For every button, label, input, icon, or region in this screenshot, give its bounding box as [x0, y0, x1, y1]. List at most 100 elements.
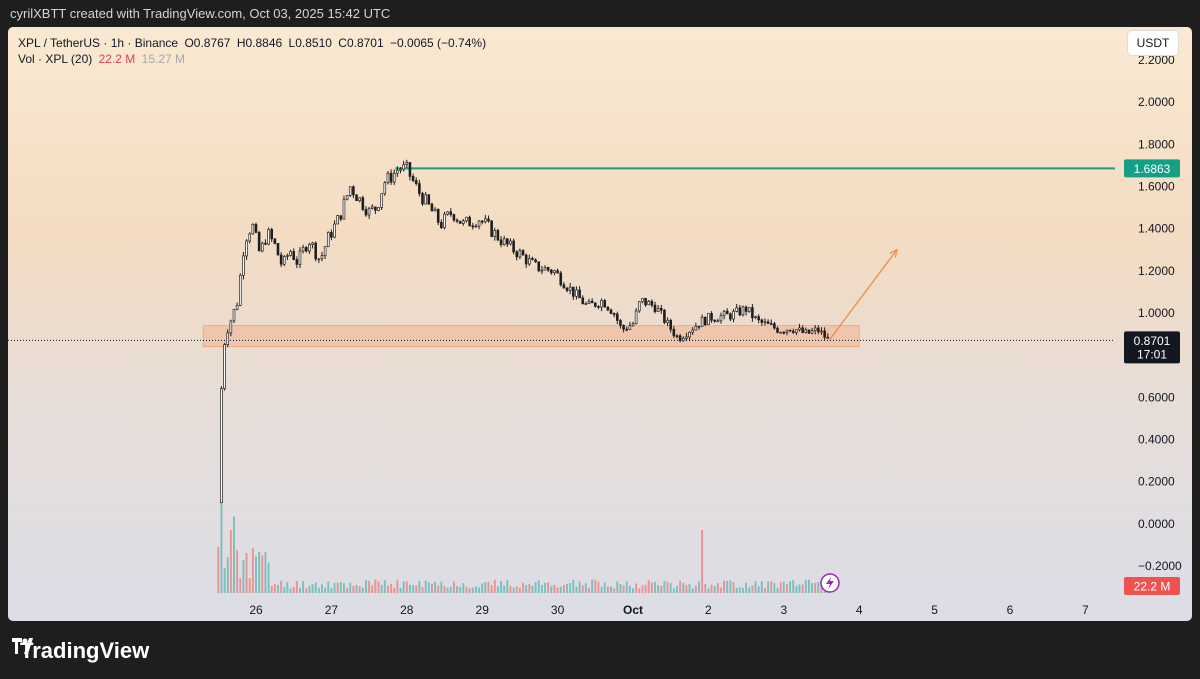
currency-unit-button[interactable]: USDT — [1128, 31, 1178, 55]
high-value: H0.8846 — [236, 36, 283, 50]
candle-body — [700, 316, 704, 327]
candle-body — [502, 238, 506, 245]
volume-label[interactable]: Vol · XPL (20) — [18, 52, 93, 66]
volume-bar — [610, 586, 612, 593]
candle-body — [754, 316, 757, 319]
chart-frame[interactable]: −0.20000.00000.20000.40000.60000.80001.0… — [8, 27, 1192, 621]
symbol-label[interactable]: XPL / TetherUS · 1h · Binance — [18, 36, 179, 50]
volume-bar — [452, 581, 455, 593]
candle-body — [408, 162, 412, 177]
x-tick-label: 30 — [551, 603, 565, 617]
volume-bar — [748, 587, 751, 593]
candle-body — [751, 307, 754, 319]
candle-body — [656, 307, 660, 313]
candle-body — [226, 332, 230, 345]
y-tick-label: 1.8000 — [1138, 137, 1175, 151]
volume-bar — [562, 584, 565, 593]
price-scale-area — [1115, 27, 1192, 621]
volume-bar — [295, 581, 298, 593]
volume-bar — [647, 580, 650, 593]
volume-bar — [286, 582, 289, 593]
volume-bar — [679, 580, 682, 593]
candle-body — [389, 172, 393, 183]
candle-body — [471, 225, 475, 228]
candle-body — [672, 328, 676, 337]
candle-body — [637, 301, 641, 312]
x-tick-label: 2 — [705, 603, 712, 617]
volume-bar — [603, 582, 606, 593]
candle-body — [795, 329, 798, 333]
candle-body — [622, 325, 625, 330]
candle-body — [458, 220, 462, 224]
volume-bar — [399, 587, 402, 593]
x-tick-label: 4 — [856, 603, 863, 617]
volume-ma-value: 15.27 M — [141, 52, 185, 66]
tradingview-logo[interactable]: TradingView — [12, 638, 149, 664]
price-chart[interactable]: −0.20000.00000.20000.40000.60000.80001.0… — [8, 27, 1192, 621]
volume-bar — [512, 587, 515, 593]
candle-body — [311, 242, 314, 245]
volume-bar — [553, 584, 556, 593]
candle-body — [304, 247, 308, 252]
candle-body — [678, 335, 682, 342]
candle-body — [801, 327, 804, 333]
candle-body — [738, 307, 742, 316]
candle-body — [323, 246, 327, 256]
volume-bar — [418, 580, 421, 593]
volume-bar — [264, 551, 267, 593]
volume-bar — [795, 585, 798, 593]
volume-bar — [767, 581, 770, 593]
candle-body — [279, 254, 283, 265]
candle-body — [634, 310, 638, 324]
volume-bar — [616, 581, 619, 593]
volume-bar — [321, 584, 323, 593]
volume-bar — [716, 583, 719, 593]
candle-body — [518, 250, 522, 258]
volume-bar — [311, 584, 314, 593]
candle-body — [480, 220, 484, 223]
candle-body — [421, 193, 424, 205]
volume-bar — [588, 588, 590, 593]
candle-body — [339, 215, 343, 220]
volume-bar — [371, 585, 374, 593]
volume-bar — [324, 587, 327, 593]
candle-body — [823, 330, 826, 338]
candle-body — [732, 310, 735, 320]
candle-body — [229, 320, 233, 334]
volume-bar — [478, 587, 481, 593]
candle-body — [317, 258, 321, 261]
volume-bar — [584, 583, 587, 593]
volume-bar — [644, 584, 647, 593]
candle-body — [650, 300, 654, 306]
volume-bar — [434, 581, 437, 593]
current-price-tag — [1124, 331, 1180, 364]
volume-bar — [308, 585, 311, 593]
volume-bar — [506, 579, 509, 593]
countdown-label: 17:01 — [1137, 347, 1167, 361]
candle-body — [773, 323, 776, 329]
volume-bar — [654, 581, 656, 593]
y-tick-label: 1.0000 — [1138, 306, 1175, 320]
brand-name: TradingView — [20, 638, 150, 663]
open-value: O0.8767 — [184, 36, 231, 50]
volume-bar — [393, 587, 396, 593]
volume-bar — [779, 582, 782, 593]
x-tick-label: 3 — [780, 603, 787, 617]
volume-bar — [226, 557, 229, 593]
candle-body — [260, 242, 264, 252]
candle-body — [804, 329, 808, 333]
volume-bar — [255, 556, 257, 593]
candle-body — [644, 297, 647, 306]
volume-bar — [443, 586, 446, 593]
candle-body — [223, 344, 226, 389]
candle-body — [524, 254, 528, 265]
candle-body — [490, 220, 493, 237]
volume-bar — [660, 585, 663, 593]
candle-body — [572, 286, 575, 297]
candle-body — [590, 300, 594, 304]
candle-body — [735, 307, 738, 312]
candle-body — [603, 300, 607, 308]
volume-bar — [368, 580, 371, 593]
candle-body — [267, 229, 270, 245]
volume-bar — [606, 586, 609, 593]
